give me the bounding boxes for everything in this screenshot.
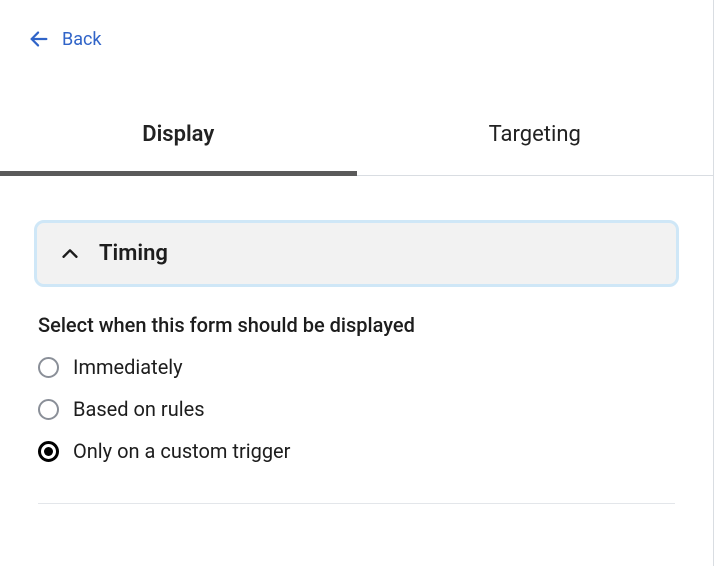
radio-label: Based on rules	[73, 397, 205, 421]
timing-accordion-header[interactable]: Timing	[34, 220, 679, 287]
timing-option-custom-trigger[interactable]: Only on a custom trigger	[38, 439, 679, 463]
content-area: Timing Select when this form should be d…	[0, 176, 713, 504]
tab-display-label: Display	[142, 122, 214, 147]
radio-icon-selected	[38, 441, 59, 462]
back-button[interactable]: Back	[0, 0, 102, 50]
radio-icon	[38, 399, 59, 420]
timing-description: Select when this form should be displaye…	[38, 313, 679, 337]
radio-label: Immediately	[73, 355, 183, 379]
chevron-up-icon	[59, 243, 81, 265]
tab-display[interactable]: Display	[0, 102, 357, 175]
timing-title: Timing	[99, 241, 168, 266]
arrow-left-icon	[28, 28, 50, 50]
tab-bar: Display Targeting	[0, 102, 713, 176]
radio-icon	[38, 357, 59, 378]
section-divider	[38, 503, 675, 504]
radio-label: Only on a custom trigger	[73, 439, 290, 463]
tab-targeting[interactable]: Targeting	[357, 102, 714, 175]
timing-option-based-on-rules[interactable]: Based on rules	[38, 397, 679, 421]
tab-targeting-label: Targeting	[489, 122, 581, 147]
timing-option-immediately[interactable]: Immediately	[38, 355, 679, 379]
back-label: Back	[62, 29, 102, 50]
